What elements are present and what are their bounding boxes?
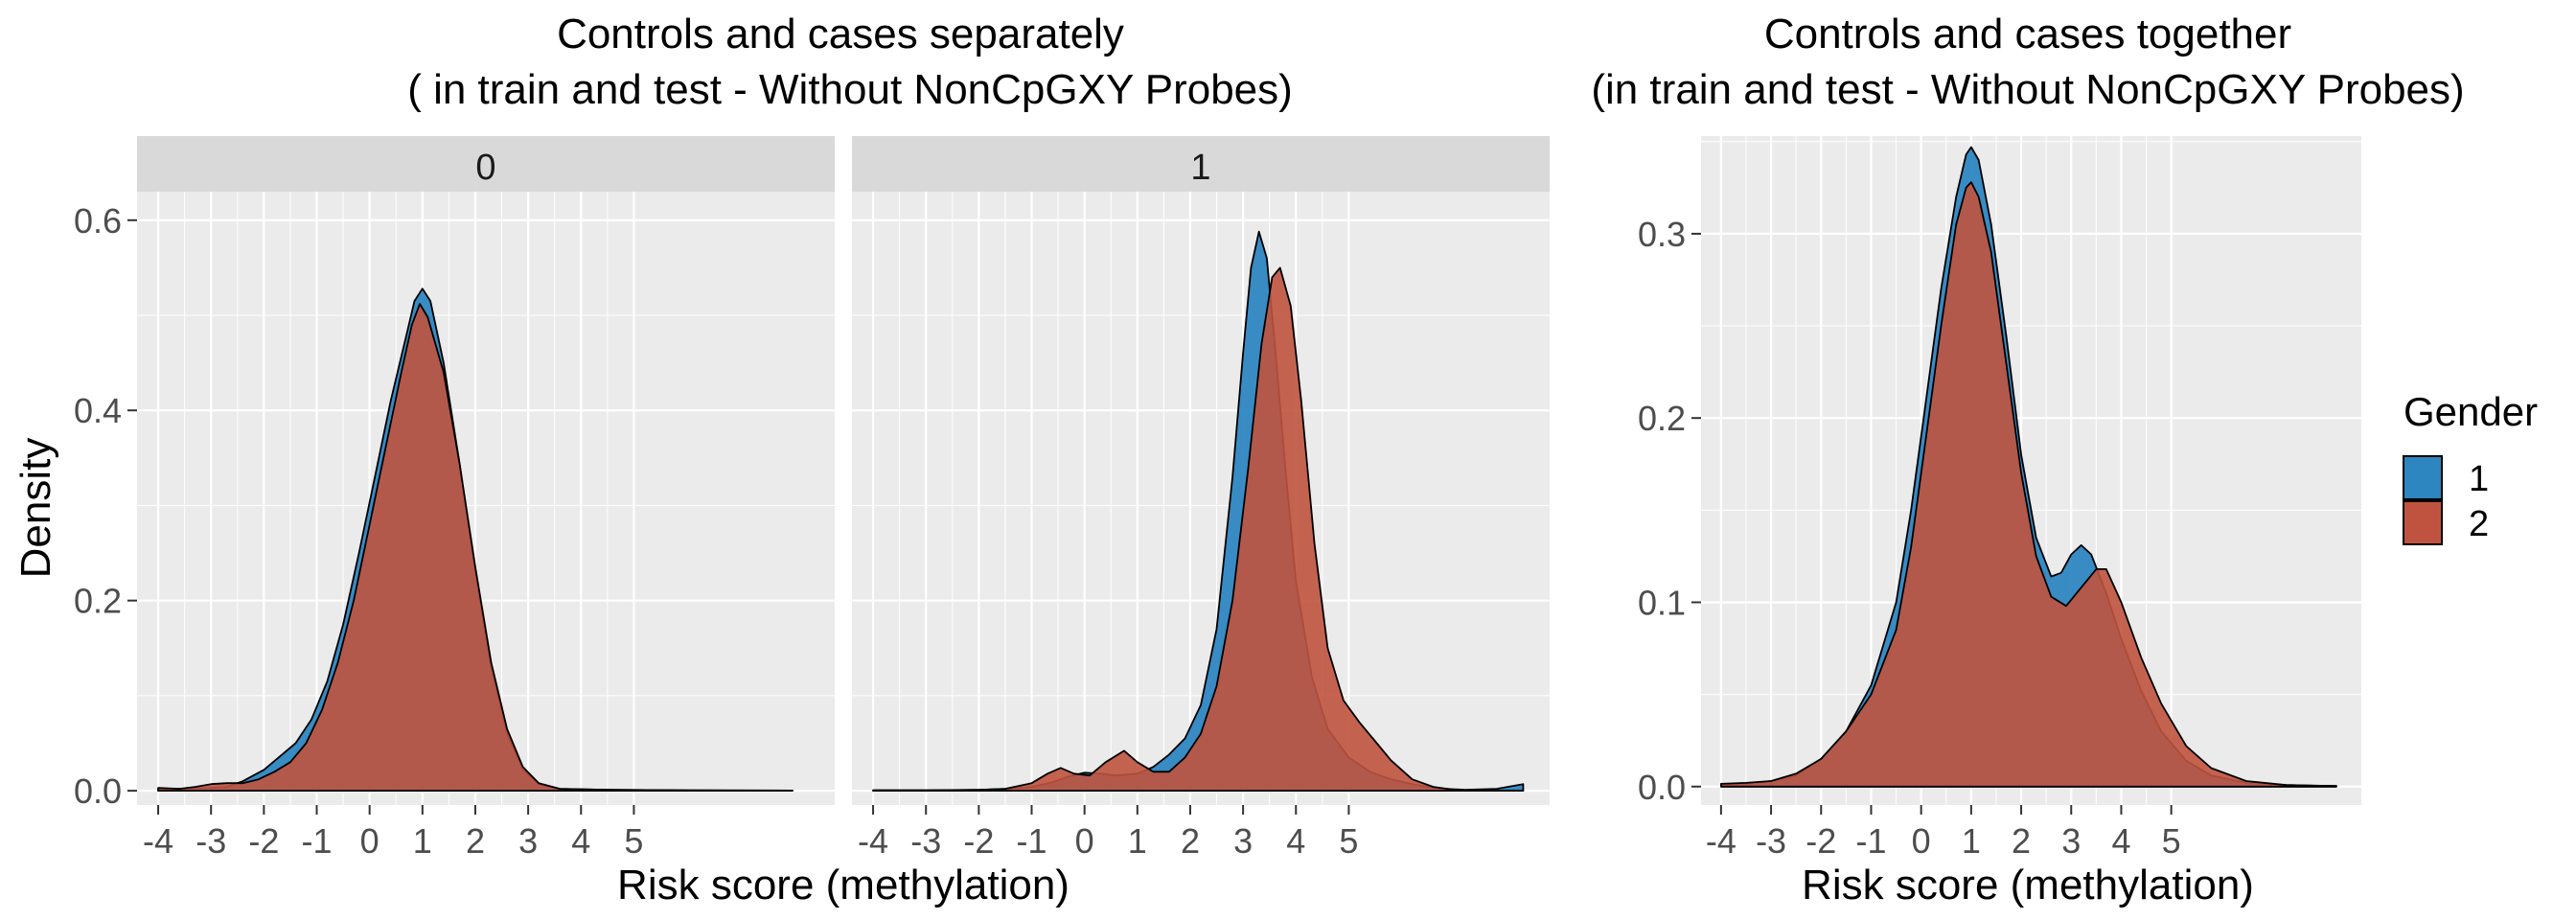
facet1-x-tick-label: 2 [1181, 821, 1200, 861]
facet0-x-tick-label: -4 [143, 821, 173, 861]
facet1-x-tick-label: -2 [963, 821, 994, 861]
left-title-line1: Controls and cases separately [557, 11, 1124, 58]
combined-x-tick-label: 5 [2162, 821, 2181, 861]
combined-x-tick-label: -1 [1855, 821, 1886, 861]
facet-strip-0 [137, 136, 835, 192]
facet0-x-tick-label: 4 [571, 821, 590, 861]
legend-key-2 [2403, 500, 2443, 545]
facet1-x-tick-label: -4 [858, 821, 888, 861]
facet-strip-label-0: 0 [475, 148, 495, 188]
combined-panel: -4 -3 -2 -1 0 1 2 3 4 5 0.0 0.1 0.2 0.3 [1638, 136, 2361, 861]
facet0-y-tick-label: 0.0 [74, 771, 122, 811]
right-x-axis-label: Risk score (methylation) [1802, 862, 2254, 908]
combined-x-tick-label: -3 [1756, 821, 1786, 861]
combined-y-tick-label: 0.1 [1638, 583, 1686, 622]
facet0-y-tick-label: 0.6 [74, 201, 122, 241]
legend-title: Gender [2404, 389, 2538, 434]
combined-x-tick-label: 3 [2061, 821, 2081, 861]
facet1-x-tick-label: -3 [910, 821, 941, 861]
facet0-y-tick-label: 0.4 [74, 391, 122, 430]
combined-x-tick-label: -4 [1706, 821, 1736, 861]
combined-x-tick-label: 2 [2012, 821, 2031, 861]
facet0-x-tick-label: -2 [248, 821, 279, 861]
combined-y-tick-label: 0.3 [1638, 215, 1686, 254]
facet-panel-1: -4 -3 -2 -1 0 1 2 3 4 5 [852, 192, 1550, 861]
facet0-x-tick-label: -1 [302, 821, 333, 861]
facet0-y-tick-label: 0.2 [74, 582, 122, 621]
legend-label-1: 1 [2469, 459, 2489, 499]
facet1-density-area-gender-2 [872, 266, 1525, 792]
facet0-x-tick-label: 0 [360, 821, 380, 861]
facet0-x-tick-label: 2 [466, 821, 485, 861]
combined-density-area-gender-2 [1720, 181, 2337, 788]
legend-label-2: 2 [2469, 504, 2489, 544]
combined-x-tick-label: 0 [1912, 821, 1931, 861]
legend-key-1 [2403, 455, 2443, 500]
facet1-x-tick-label: 5 [1339, 821, 1358, 861]
combined-x-tick-label: 1 [1962, 821, 1981, 861]
combined-x-tick-label: -2 [1806, 821, 1836, 861]
combined-y-tick-label: 0.0 [1638, 768, 1686, 807]
facet1-x-tick-label: 3 [1233, 821, 1253, 861]
left-title-line2: ( in train and test - Without NonCpGXY P… [407, 66, 1293, 113]
facet0-density-area-gender-2 [157, 303, 794, 792]
facet0-x-tick-label: 1 [413, 821, 432, 861]
facet1-x-tick-label: 1 [1128, 821, 1147, 861]
left-x-axis-label: Risk score (methylation) [617, 862, 1070, 908]
legend: Gender 1 2 [2403, 389, 2538, 545]
left-y-axis-label: Density [12, 438, 59, 579]
right-title-line1: Controls and cases together [1764, 11, 2291, 58]
facet-strip-1 [852, 136, 1550, 192]
facet-panel-0: -4 -3 -2 -1 0 1 2 3 4 5 0.0 0.2 0.4 0.6 [74, 192, 835, 861]
combined-x-tick-label: 4 [2111, 821, 2130, 861]
facet0-x-tick-label: 5 [624, 821, 643, 861]
combined-y-tick-label: 0.2 [1638, 399, 1686, 438]
facet0-x-tick-label: 3 [518, 821, 538, 861]
facet-strip-label-1: 1 [1190, 148, 1210, 188]
facet1-x-tick-label: 4 [1286, 821, 1305, 861]
facet1-x-tick-label: -1 [1017, 821, 1047, 861]
facet1-x-tick-label: 0 [1075, 821, 1094, 861]
right-title-line2: (in train and test - Without NonCpGXY Pr… [1591, 66, 2464, 113]
facet0-x-tick-label: -3 [196, 821, 226, 861]
